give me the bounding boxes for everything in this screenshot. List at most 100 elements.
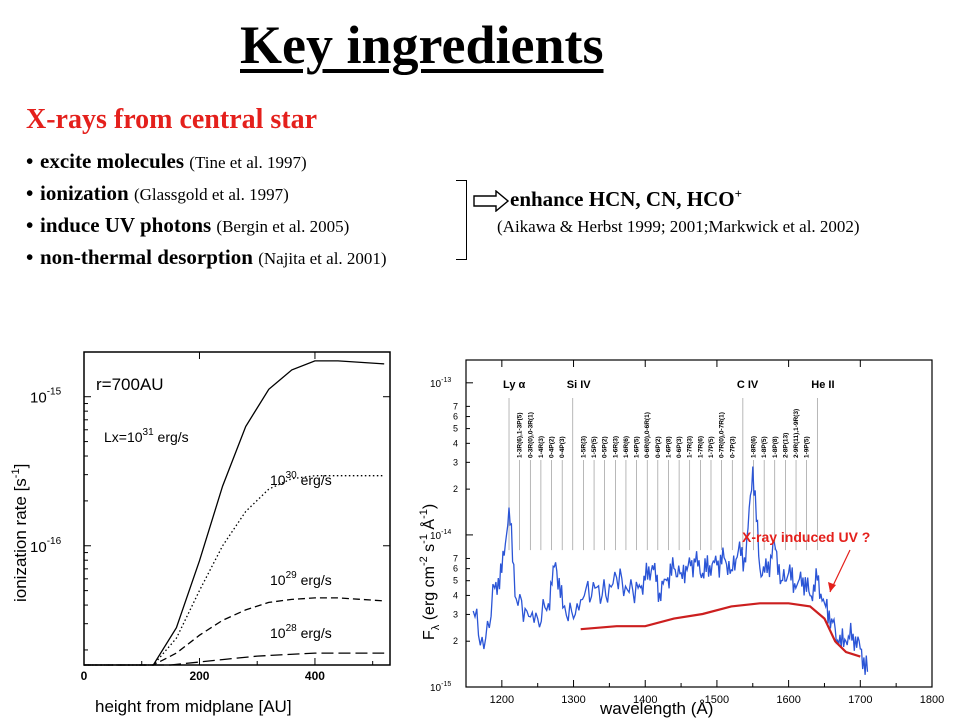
result-text: enhance HCN, CN, HCO+ [510,186,742,212]
line-id-label: 1-5R(3) [580,436,587,458]
bullet-list: • excite molecules (Tine et al. 1997) • io… [26,146,387,274]
arrow-right-icon [473,190,510,212]
x-axis-label: height from midplane [AU] [95,697,292,716]
series-line [84,652,385,666]
y-label-sub: λ [430,624,442,630]
bullet-dot-icon: • [26,181,34,205]
x-tick-label: 1600 [776,694,800,706]
line-id-label: 1-5P(5) [591,436,598,458]
series-label-unit: erg/s [297,625,332,641]
bullet-dot-icon: • [26,213,34,237]
line-id-label: 0-4P(3) [559,436,566,458]
series-label: Lx=1031 erg/s [104,427,189,445]
line-id-label: 1-6R(6) [623,436,630,458]
chart1-lines [84,360,385,666]
line-id-label: 1-7P(5) [708,436,715,458]
series-label-base: 10 [270,572,286,588]
y-tick-label: 10-13 [430,377,451,390]
series-label-base: 10 [270,472,286,488]
x-tick-label: 1400 [633,694,657,706]
line-id-label: 1-6P(5) [634,436,641,458]
line-id-label: 1-8P(8) [772,436,779,458]
chart2-labels: X-ray induced UV ? wavelength (Å) Fλ (erg … [418,504,870,718]
series-label-base: 10 [270,625,286,641]
x-tick-label: 1700 [848,694,872,706]
y-label-sup2: -1 [418,534,430,544]
y-minor-label: 7 [453,401,458,411]
annotation-arrowhead-icon [828,582,836,592]
line-id-label: 0-7P(3) [729,436,736,458]
chart-title: r=700AU [96,375,164,394]
y-minor-label: 4 [453,438,458,448]
y-tick-base: 10 [430,683,442,694]
y-minor-label: 5 [453,424,458,434]
chart2-line-ids: Ly α 1-3R(6),1-3P(5) 0-3R(0),0-3R(1) 1-4R(3… [503,379,835,551]
y-label-end: ) [421,504,438,509]
bullet-main: ionization [40,181,129,205]
series-label-exp: 31 [143,427,155,438]
y-tick-base: 10 [430,531,442,542]
line-id-label: 1-6P(8) [665,436,672,458]
x-tick-label: 200 [189,669,209,683]
line-id-label: 1-8P(5) [761,436,768,458]
bullet-item: • induce UV photons (Bergin et al. 2005) [26,210,387,242]
plot-frame [83,351,391,666]
bullet-dot-icon: • [26,245,34,269]
y-tick-label: 10-16 [30,536,62,556]
line-id-label: 0-6P(2) [655,436,662,458]
y-tick-exp: -13 [441,377,451,384]
slide-title: Key ingredients [240,15,604,75]
y-minor-label: 3 [453,609,458,619]
y-minor-label: 2 [453,484,458,494]
y-tick-label: 10-15 [430,681,451,694]
line-id-label: 0-3R(0),0-3R(1) [527,412,534,458]
x-tick-label: 1200 [490,694,514,706]
series-line [84,360,385,666]
y-tick-base: 10 [430,379,442,390]
y-label-pre: F [421,630,438,640]
bracket-icon [456,180,467,260]
line-id-label: Si IV [567,379,592,391]
y-tick-exp: -16 [47,536,62,547]
series-label-exp: 30 [286,470,298,481]
bullet-main: excite molecules [40,149,185,173]
spectrum-line [472,466,869,675]
y-minor-label: 2 [453,636,458,646]
bullet-ref: (Najita et al. 2001) [258,249,387,268]
y-label-base: ionization rate [s [11,478,30,602]
line-id-label: He II [811,379,834,391]
bullet-item: • ionization (Glassgold et al. 1997) [26,178,387,210]
y-tick-exp: -14 [441,529,451,536]
x-tick-label: 0 [81,669,88,683]
result-ref: (Aikawa & Herbst 1999; 2001;Markwick et … [497,217,860,236]
chart2-lines [472,466,869,675]
line-id-label: Ly α [503,379,525,391]
bullet-main: induce UV photons [40,213,212,237]
line-id-label: 2-8P(13) [782,433,789,458]
series-line [84,475,385,666]
line-id-label: 0-5P(2) [602,436,609,458]
chart2-axes: 1200 1300 1400 1500 1600 1700 180010-1310-1410… [430,359,944,706]
bullet-ref: (Tine et al. 1997) [189,153,307,172]
y-tick-label: 10-14 [430,529,451,542]
x-tick-label: 1500 [705,694,729,706]
line-id-label: 1-9P(5) [804,436,811,458]
y-label-sup: -1 [10,468,22,478]
y-label-sup3: -1 [418,509,430,519]
y-label-mid2: s [421,544,438,556]
result-sup: + [734,186,743,201]
y-label-end: ] [11,464,30,469]
line-id-label: 1-4R(3) [538,436,545,458]
y-tick-base: 10 [30,390,47,407]
y-tick-exp: -15 [47,387,62,398]
uv-spectrum-chart: 1200 1300 1400 1500 1600 1700 180010-1310-1410… [418,359,944,718]
series-label-unit: erg/s [154,429,189,445]
x-axis-label: wavelength (Å) [599,699,713,718]
line-id-label: 1-3R(6),1-3P(5) [517,412,524,458]
y-minor-label: 3 [453,457,458,467]
bullet-ref: (Glassgold et al. 1997) [133,185,289,204]
x-tick-label: 1800 [920,694,944,706]
slide-subtitle: X-rays from central star [26,104,318,135]
